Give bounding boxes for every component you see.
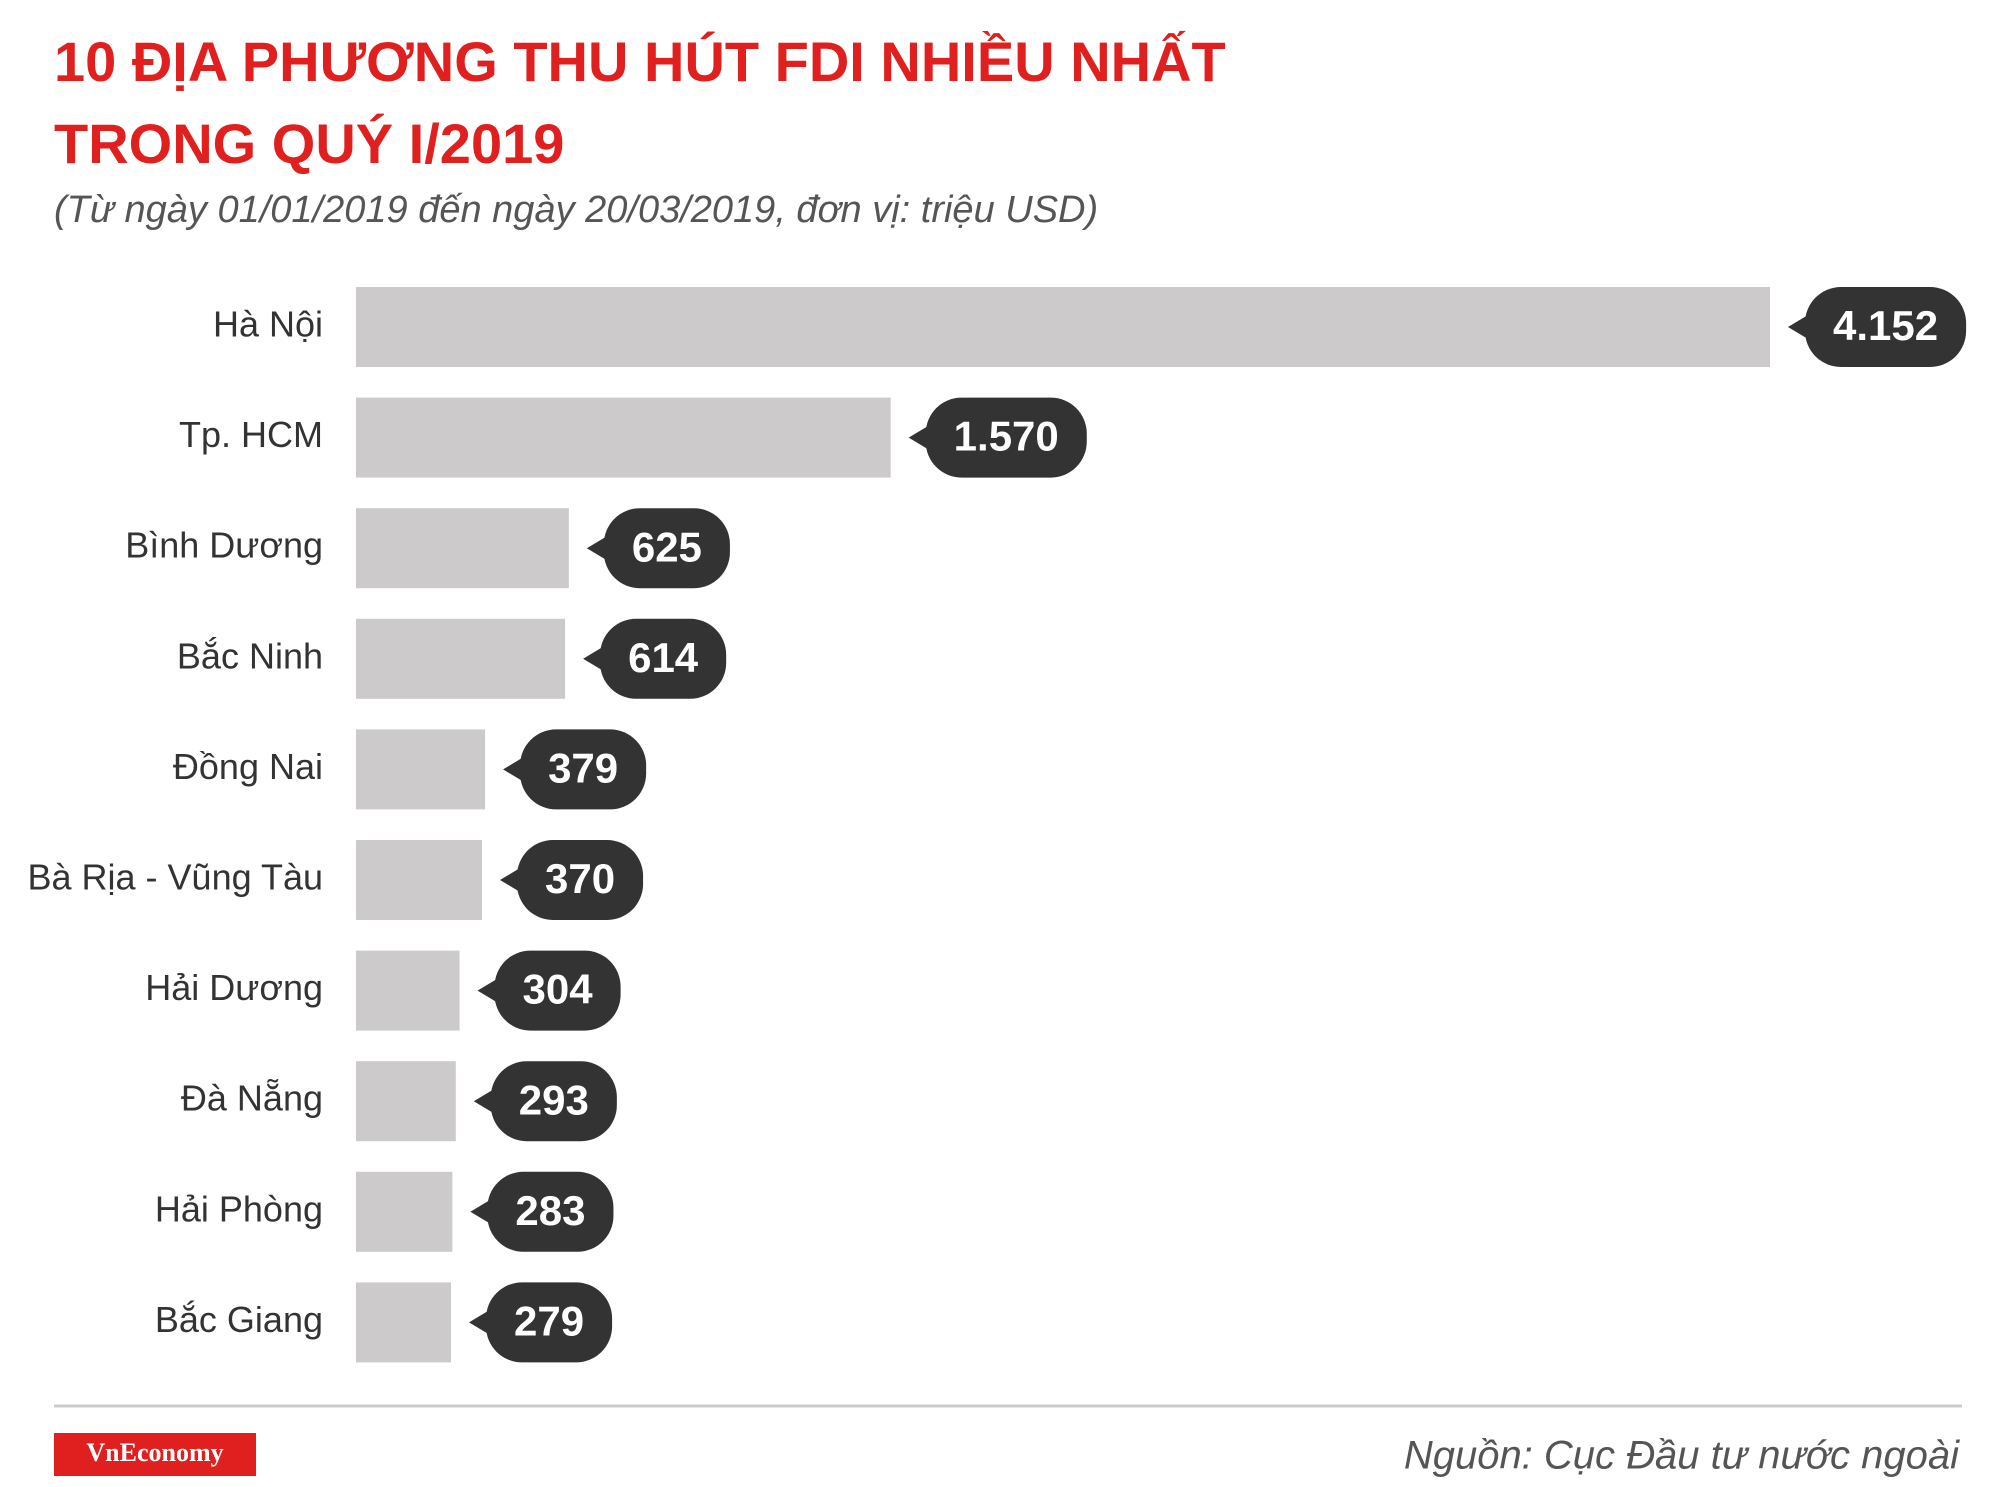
category-label: Đồng Nai: [173, 746, 323, 787]
bar: [356, 618, 566, 699]
source: Nguồn: Cục Đầu tư nước ngoài: [1404, 1434, 1960, 1478]
category-label: Bình Dương: [125, 525, 323, 566]
value-label: 279: [514, 1297, 584, 1344]
label-bubble: [486, 1282, 613, 1363]
category-label: Bắc Ninh: [177, 635, 323, 676]
label-pointer: [1788, 315, 1808, 339]
label-bubble: [600, 618, 727, 699]
bar: [356, 840, 483, 920]
label-pointer: [503, 757, 524, 782]
logo-box: [54, 1433, 256, 1476]
bar: [356, 508, 569, 589]
label-pointer: [477, 978, 498, 1003]
label-bubble: [925, 397, 1087, 478]
label-pointer: [469, 1310, 490, 1335]
bar: [356, 1171, 453, 1252]
label-pointer: [500, 868, 521, 892]
chart-title: TRONG QUÝ I/2019: [54, 112, 564, 175]
category-label: Hà Nội: [213, 304, 323, 345]
label-pointer: [908, 425, 929, 450]
value-label: 625: [632, 523, 702, 570]
chart-title: 10 ĐỊA PHƯƠNG THU HÚT FDI NHIỀU NHẤT: [54, 30, 1226, 93]
category-label: Đà Nẵng: [181, 1078, 323, 1119]
label-pointer: [470, 1199, 491, 1224]
category-label: Hải Dương: [145, 967, 323, 1008]
label-bubble: [490, 1061, 617, 1142]
bar: [356, 287, 1770, 367]
label-pointer: [583, 646, 604, 671]
label-bubble: [494, 950, 621, 1031]
bar: [356, 1282, 452, 1363]
value-label: 304: [523, 966, 594, 1013]
label-bubble: [603, 508, 730, 589]
value-label: 614: [628, 634, 699, 681]
value-label: 370: [545, 855, 615, 902]
logo: VnEconomy: [86, 1438, 223, 1467]
category-label: Bà Rịa - Vũng Tàu: [27, 857, 323, 898]
label-bubble: [517, 840, 644, 920]
label-pointer: [586, 536, 607, 561]
bar: [356, 729, 486, 810]
value-label: 4.152: [1833, 302, 1938, 349]
value-label: 293: [519, 1076, 589, 1123]
label-pointer: [473, 1089, 494, 1114]
label-bubble: [487, 1171, 614, 1252]
bar: [356, 1061, 456, 1142]
bar: [356, 397, 891, 478]
label-bubble: [1805, 287, 1967, 367]
category-label: Bắc Giang: [155, 1299, 323, 1340]
bar: [356, 950, 460, 1031]
value-label: 1.570: [954, 413, 1059, 460]
category-label: Tp. HCM: [179, 414, 323, 455]
chart-subtitle: (Từ ngày 01/01/2019 đến ngày 20/03/2019,…: [54, 189, 1098, 231]
value-label: 379: [548, 744, 618, 791]
value-label: 283: [515, 1187, 585, 1234]
category-label: Hải Phòng: [155, 1188, 323, 1229]
label-bubble: [520, 729, 647, 810]
